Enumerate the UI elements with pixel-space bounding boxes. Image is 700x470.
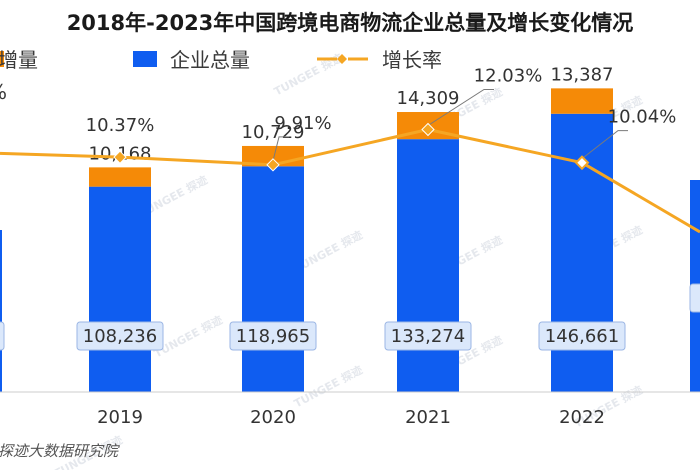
legend: 增量 企业总量 增长率 % — [0, 48, 442, 104]
increment-value-label: 10,729 — [242, 122, 305, 143]
rate-value-label: 10.37% — [86, 115, 155, 136]
total-label-box — [384, 321, 472, 351]
increment-value-label: 14,309 — [397, 88, 460, 109]
rate-value-label: 9.91% — [274, 113, 331, 134]
rate-marker — [421, 122, 435, 137]
total-label-box — [76, 321, 164, 351]
bar-total-2019 — [89, 186, 151, 392]
legend-swatch-total — [133, 51, 157, 67]
legend-label-increment: 增量 — [0, 48, 38, 72]
rate-line — [0, 128, 700, 234]
total-value-label: 133,274 — [391, 326, 465, 347]
rate-leader-line — [427, 89, 494, 126]
total-value-label: 146,661 — [545, 326, 619, 347]
total-label-box-partial-left — [0, 321, 5, 351]
legend-label-total: 企业总量 — [170, 48, 250, 72]
rate-value-label: 12.03% — [474, 66, 543, 87]
bar-increment-2019 — [89, 167, 151, 187]
increment-value-label: 13,387 — [551, 64, 614, 85]
bar-increment-2022 — [551, 88, 613, 114]
total-value-label: 108,236 — [83, 326, 157, 347]
rate-value-label: 10.04% — [608, 107, 677, 128]
x-tick-label: 2021 — [405, 407, 451, 428]
total-label-box — [229, 321, 317, 351]
total-value-label: 118,965 — [236, 326, 310, 347]
rate-marker — [266, 158, 280, 172]
legend-marker-rate — [337, 54, 347, 64]
x-tick-label: 2019 — [97, 407, 143, 428]
plot-area: 10,168108,236201910,729118,965202014,309… — [0, 64, 700, 428]
legend-label-rate: 增长率 — [382, 48, 442, 72]
legend-cutoff-percent: % — [0, 80, 7, 104]
source-label: 探迹大数据研究院 — [0, 442, 120, 460]
rate-marker — [113, 150, 127, 164]
rate-leader-line — [272, 136, 289, 161]
rate-marker — [574, 155, 590, 171]
x-tick-label: 2020 — [250, 407, 296, 428]
x-tick-label: 2022 — [559, 407, 605, 428]
rate-leader-line — [581, 130, 628, 160]
total-label-box-partial-right — [689, 283, 700, 313]
chart-title: 2018年-2023年中国跨境电商物流企业总量及增长变化情况 — [67, 11, 634, 35]
bar-total-2020 — [242, 166, 304, 392]
bar-total-partial-left — [0, 230, 2, 392]
legend-swatch-increment — [0, 51, 4, 67]
bar-total-2021 — [397, 139, 459, 392]
total-label-box — [538, 321, 626, 351]
